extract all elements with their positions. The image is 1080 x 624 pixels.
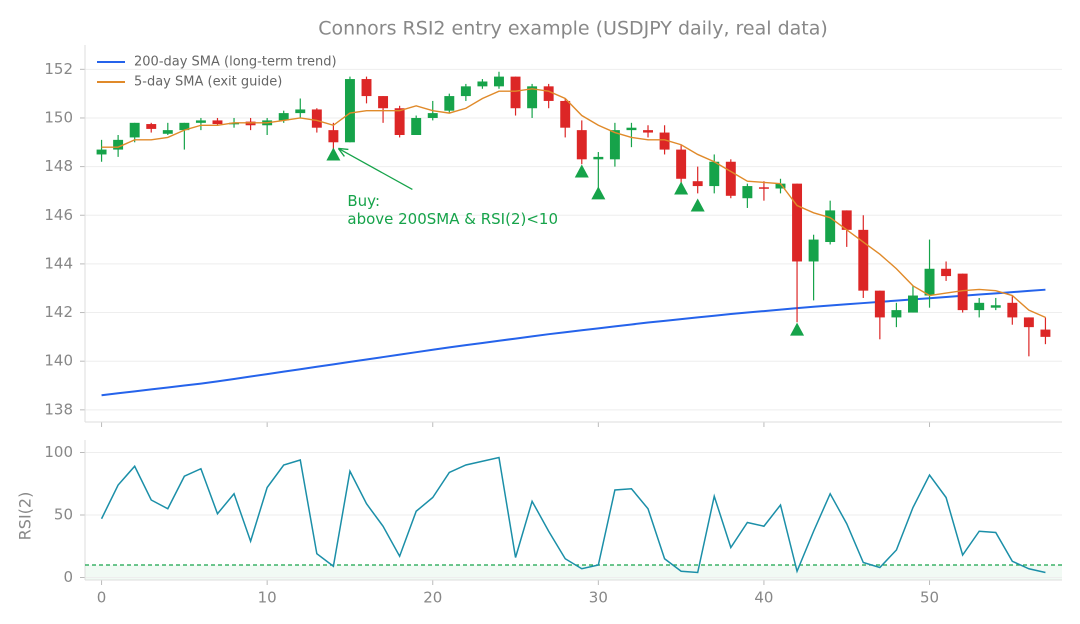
- candle-body: [609, 130, 620, 160]
- line: [100, 456, 1046, 574]
- x-tick-label: 30: [589, 589, 608, 607]
- candle-body: [758, 187, 769, 189]
- chart-title: Connors RSI2 entry example (USDJPY daily…: [318, 18, 828, 40]
- buy-marker: [790, 322, 805, 336]
- buy-marker: [574, 164, 589, 178]
- candle-body: [576, 130, 587, 160]
- y-tick-label: 50: [54, 506, 73, 524]
- candle-body: [328, 130, 339, 143]
- y-tick-label: 150: [44, 108, 73, 126]
- candle-body: [494, 76, 504, 87]
- y-tick-label: 140: [44, 352, 73, 370]
- candle-body: [841, 210, 852, 230]
- annotation-arrow: [338, 147, 413, 191]
- candle-body: [725, 161, 736, 196]
- candle-body: [808, 239, 819, 262]
- candle-body: [394, 108, 405, 135]
- threshold-zone: [85, 565, 1062, 580]
- candle-body: [510, 76, 521, 109]
- candle-body: [527, 86, 538, 109]
- candle-body: [742, 186, 753, 199]
- candle-body: [212, 120, 223, 125]
- legend-label: 200-day SMA (long-term trend): [134, 55, 337, 70]
- candle-body: [195, 120, 206, 123]
- candle-body: [825, 210, 836, 243]
- x-tick-label: 40: [754, 589, 773, 607]
- candle-body: [692, 181, 703, 187]
- buy-marker: [690, 198, 705, 212]
- candle-body: [990, 305, 1001, 308]
- candle-body: [924, 268, 935, 296]
- candle-body: [643, 130, 653, 133]
- candle-body: [941, 268, 952, 277]
- candle-body: [1023, 317, 1034, 328]
- y-tick-label: 144: [44, 254, 73, 272]
- candle-body: [113, 139, 124, 150]
- x-tick-label: 10: [258, 589, 277, 607]
- candle-body: [229, 122, 240, 125]
- candle-body: [560, 100, 571, 128]
- y-tick-label: 0: [63, 568, 73, 586]
- candle-body: [411, 117, 422, 135]
- x-tick-label: 50: [920, 589, 939, 607]
- y-tick-label: 148: [44, 157, 73, 175]
- candle-body: [792, 183, 803, 262]
- y-tick-label: 138: [44, 400, 73, 418]
- candle-body: [311, 109, 322, 128]
- buy-marker: [674, 181, 689, 195]
- candle-body: [179, 122, 190, 131]
- candle-body: [162, 130, 173, 134]
- candle-body: [295, 109, 306, 114]
- candle-body: [427, 113, 438, 118]
- legend-label: 5-day SMA (exit guide): [134, 75, 282, 90]
- candle-body: [659, 132, 670, 150]
- x-tick-label: 20: [423, 589, 442, 607]
- candle-body: [378, 96, 389, 109]
- candle-body: [974, 302, 985, 311]
- buy-marker: [326, 147, 341, 161]
- line: [101, 88, 1046, 319]
- y-tick-label: 100: [44, 443, 73, 461]
- annotation-text: above 200SMA & RSI(2)<10: [347, 210, 558, 228]
- candle-body: [907, 295, 918, 313]
- y-tick-label: 152: [44, 60, 73, 78]
- buy-marker: [591, 186, 606, 200]
- candle-body: [278, 113, 289, 121]
- x-tick-label: 0: [97, 589, 107, 607]
- candle-body: [1007, 302, 1018, 318]
- candle-body: [957, 273, 968, 311]
- y-tick-label: 146: [44, 206, 73, 224]
- line: [101, 288, 1046, 397]
- candle-body: [676, 149, 687, 179]
- candle-body: [709, 161, 720, 187]
- candle-body: [96, 149, 107, 155]
- candle-body: [874, 290, 885, 318]
- annotation-arrowhead: [337, 147, 349, 157]
- candle-body: [361, 79, 372, 97]
- candle-body: [129, 122, 140, 138]
- y-axis-label: RSI(2): [16, 492, 35, 541]
- candle-body: [775, 183, 786, 189]
- candle-body: [444, 96, 455, 111]
- candle-body: [891, 310, 902, 318]
- candle-body: [543, 86, 554, 101]
- y-tick-label: 142: [44, 303, 73, 321]
- candle-body: [1040, 329, 1051, 337]
- candle-body: [593, 156, 604, 160]
- candle-body: [146, 124, 157, 129]
- candle-body: [344, 79, 355, 143]
- candle-body: [477, 81, 488, 87]
- annotation-text: Buy:: [347, 192, 380, 210]
- candle-body: [626, 127, 637, 131]
- candle-body: [858, 229, 869, 291]
- candle-body: [460, 86, 471, 97]
